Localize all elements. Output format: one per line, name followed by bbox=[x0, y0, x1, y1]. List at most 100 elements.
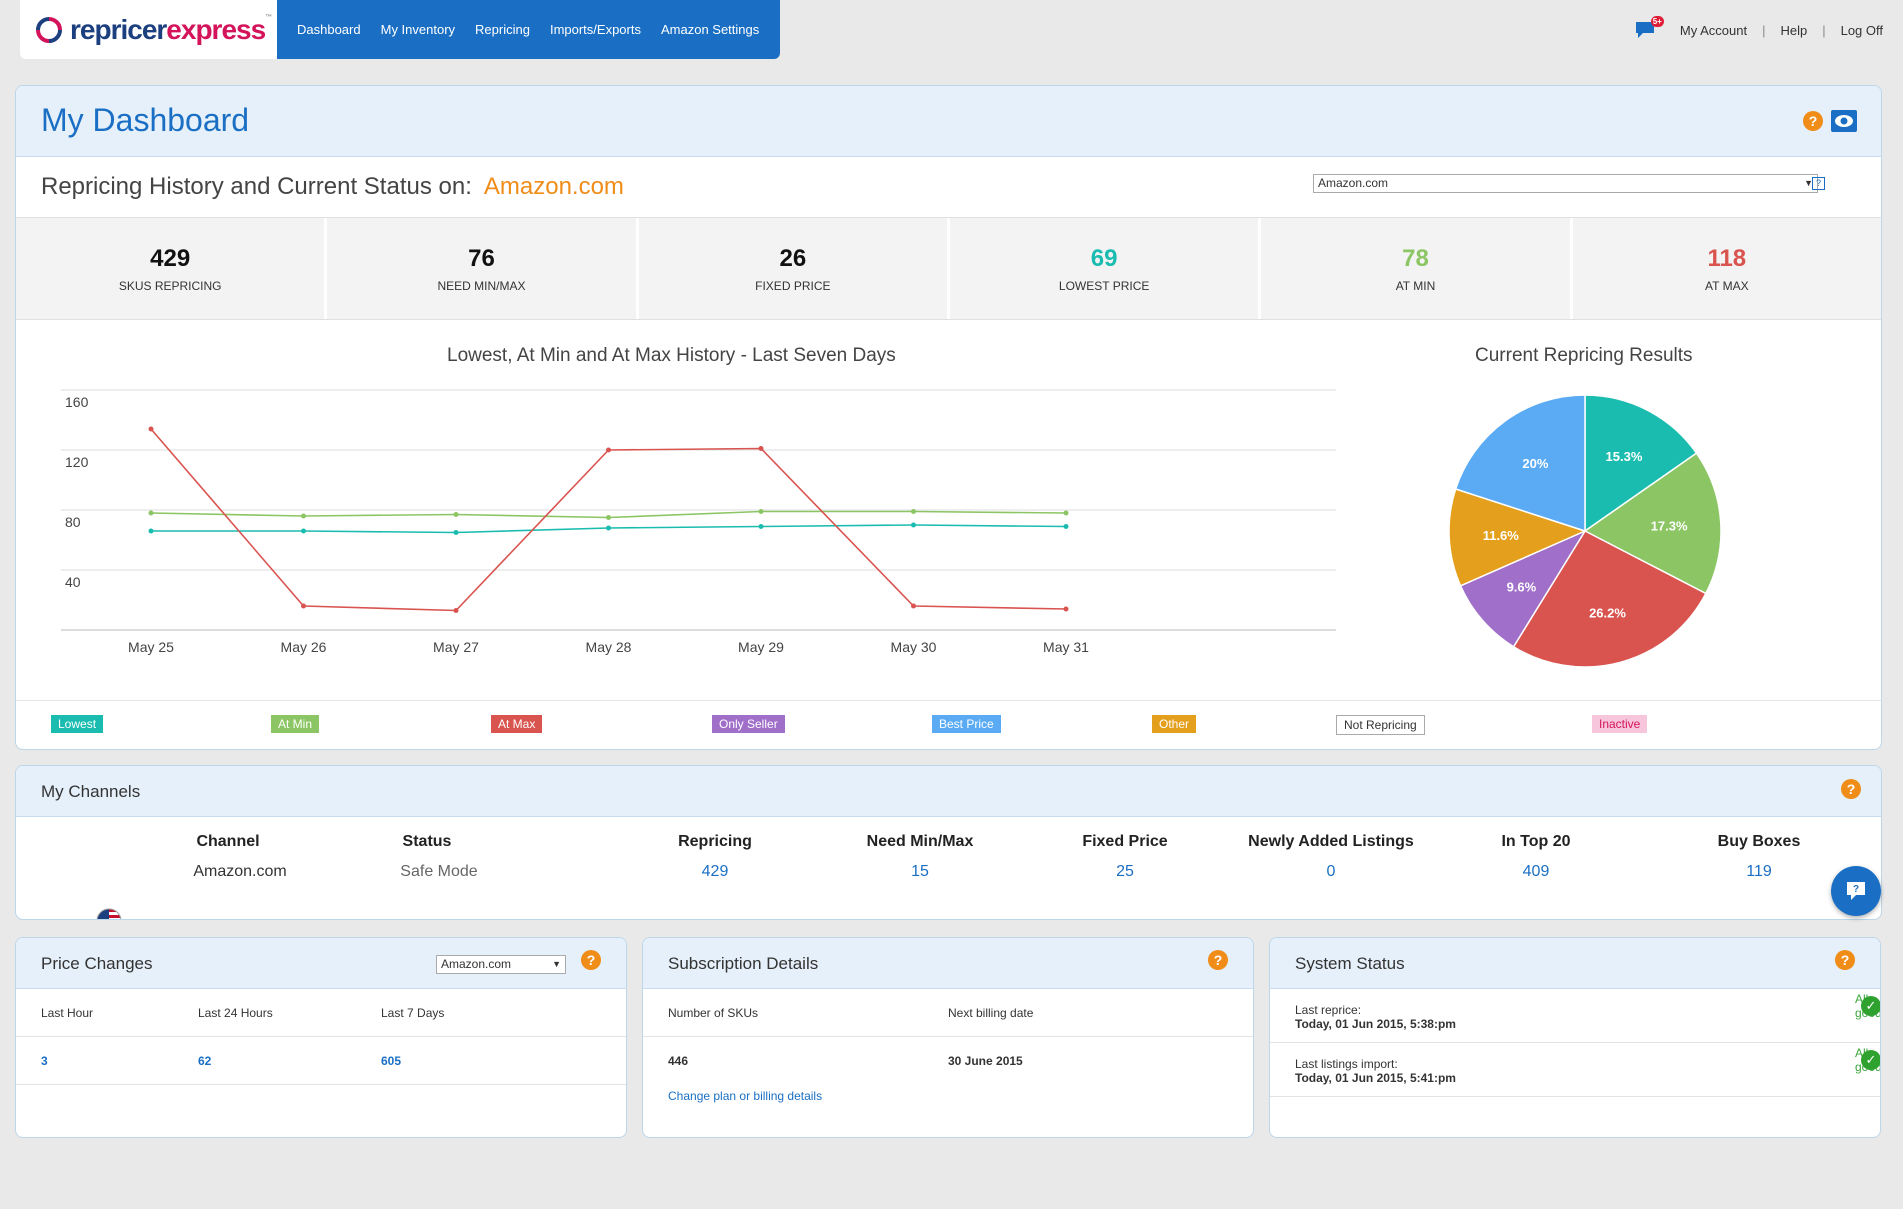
col-in-top-20: In Top 20 bbox=[1501, 833, 1571, 850]
y-tick-label: 40 bbox=[65, 574, 81, 590]
data-point[interactable] bbox=[301, 528, 306, 534]
help-icon[interactable]: ? bbox=[1803, 111, 1823, 131]
cell-need-min-max[interactable]: 15 bbox=[911, 863, 929, 880]
pie-slice[interactable] bbox=[1448, 488, 1588, 587]
system-status-panel: System Status ? Last reprice: Today, 01 … bbox=[1269, 937, 1881, 1138]
status-row-import: Last listings import: Today, 01 Jun 2015… bbox=[1270, 1043, 1880, 1097]
chevron-down-icon: ▼ bbox=[1804, 178, 1813, 188]
logo[interactable]: repricerexpress™ bbox=[20, 0, 277, 59]
col-next-billing-date: Next billing date bbox=[948, 1006, 1034, 1020]
stat-label: LOWEST PRICE bbox=[1058, 279, 1150, 293]
legend-lowest: Lowest bbox=[51, 715, 104, 733]
help-icon[interactable]: ? bbox=[581, 950, 601, 970]
my-account-link[interactable]: My Account bbox=[1679, 22, 1748, 38]
data-point[interactable] bbox=[606, 447, 611, 453]
pie-slice[interactable] bbox=[1459, 529, 1587, 648]
logoff-link[interactable]: Log Off bbox=[1840, 22, 1883, 38]
value-number-of-skus: 446 bbox=[668, 1054, 689, 1068]
data-point[interactable] bbox=[758, 509, 764, 514]
col-need-min-max: Need Min/Max bbox=[866, 833, 974, 850]
help-link[interactable]: Help bbox=[1780, 22, 1808, 38]
stat-need-min-max[interactable]: 76 NEED MIN/MAX bbox=[327, 218, 639, 319]
cell-buy-boxes[interactable]: 119 bbox=[1746, 863, 1772, 880]
data-point[interactable] bbox=[148, 426, 154, 432]
data-point[interactable] bbox=[911, 603, 916, 609]
chevron-down-icon: ▼ bbox=[552, 959, 561, 969]
stat-lowest-price[interactable]: 69 LOWEST PRICE bbox=[950, 218, 1262, 319]
logo-text: repricerexpress™ bbox=[70, 13, 272, 45]
cell-newly-added[interactable]: 0 bbox=[1326, 863, 1336, 880]
data-point[interactable] bbox=[148, 510, 154, 516]
data-point[interactable] bbox=[606, 515, 611, 520]
pie-slice[interactable] bbox=[1512, 530, 1707, 668]
data-point[interactable] bbox=[148, 528, 154, 534]
stat-label: FIXED PRICE bbox=[755, 279, 831, 293]
stat-skus-repricing[interactable]: 429 SKUS REPRICING bbox=[16, 218, 328, 319]
stat-label: AT MAX bbox=[1705, 279, 1749, 293]
notifications-icon[interactable]: 5+ bbox=[1634, 16, 1664, 40]
subscription-value-row: 446 30 June 2015 bbox=[643, 1037, 1253, 1085]
data-point[interactable] bbox=[301, 513, 306, 519]
price-changes-title: Price Changes bbox=[41, 954, 153, 973]
help-icon[interactable]: ? bbox=[1835, 950, 1855, 970]
pie-slice-label: 11.6% bbox=[1483, 528, 1520, 543]
nav-dashboard[interactable]: Dashboard bbox=[297, 22, 361, 37]
nav-imports-exports[interactable]: Imports/Exports bbox=[549, 22, 641, 37]
legend-at-max: At Max bbox=[491, 715, 543, 733]
data-point[interactable] bbox=[453, 608, 459, 613]
data-point[interactable] bbox=[1063, 524, 1069, 529]
system-status-title: System Status bbox=[1295, 954, 1405, 973]
nav-amazon-settings[interactable]: Amazon Settings bbox=[660, 22, 760, 37]
x-tick-label: May 29 bbox=[738, 639, 784, 655]
pie-slice[interactable] bbox=[1584, 394, 1698, 533]
x-tick-label: May 25 bbox=[128, 639, 174, 655]
market-help-icon[interactable]: ? bbox=[1812, 177, 1825, 190]
legend-not-repricing: Not Repricing bbox=[1336, 715, 1425, 735]
cell-repricing[interactable]: 429 bbox=[701, 863, 729, 880]
col-number-of-skus: Number of SKUs bbox=[668, 1006, 759, 1020]
value-last-7-days[interactable]: 605 bbox=[381, 1054, 402, 1068]
data-point[interactable] bbox=[301, 603, 306, 609]
dashboard-panel: My Dashboard ? Repricing History and Cur… bbox=[15, 85, 1882, 750]
data-point[interactable] bbox=[911, 509, 916, 514]
price-changes-market-select[interactable]: Amazon.com ▼ bbox=[436, 955, 566, 974]
market-select[interactable]: Amazon.com ▼ bbox=[1313, 174, 1818, 193]
nav-my-inventory[interactable]: My Inventory bbox=[380, 22, 456, 37]
col-repricing: Repricing bbox=[678, 833, 752, 850]
eye-icon[interactable] bbox=[1831, 110, 1857, 132]
line-chart-title: Lowest, At Min and At Max History - Last… bbox=[447, 345, 896, 366]
stat-value: 76 bbox=[468, 245, 495, 272]
data-point[interactable] bbox=[453, 512, 459, 517]
cell-fixed-price[interactable]: 25 bbox=[1116, 863, 1134, 880]
price-changes-header-row: Last Hour Last 24 Hours Last 7 Days bbox=[16, 989, 626, 1037]
stat-at-min[interactable]: 78 AT MIN bbox=[1261, 218, 1573, 319]
data-point[interactable] bbox=[758, 446, 764, 451]
help-icon[interactable]: ? bbox=[1841, 779, 1861, 799]
pie-slice[interactable] bbox=[1454, 394, 1586, 533]
nav-repricing[interactable]: Repricing bbox=[475, 22, 530, 37]
data-point[interactable] bbox=[453, 530, 459, 535]
help-icon[interactable]: ? bbox=[1208, 950, 1228, 970]
value-last-hour[interactable]: 3 bbox=[41, 1054, 48, 1068]
us-flag-icon bbox=[96, 908, 122, 919]
status-heading: Repricing History and Current Status on:… bbox=[41, 173, 624, 200]
data-point[interactable] bbox=[1063, 510, 1069, 516]
cell-in-top-20[interactable]: 409 bbox=[1522, 863, 1550, 880]
y-tick-label: 120 bbox=[65, 454, 89, 470]
data-point[interactable] bbox=[1063, 606, 1069, 612]
separator: | bbox=[1822, 22, 1826, 38]
stat-at-max[interactable]: 118 AT MAX bbox=[1573, 218, 1881, 319]
logo-arrows-icon bbox=[36, 16, 62, 43]
stat-value: 26 bbox=[779, 245, 807, 272]
change-plan-link[interactable]: Change plan or billing details bbox=[668, 1089, 823, 1103]
chat-help-button[interactable]: ? bbox=[1831, 866, 1881, 916]
value-last-24-hours[interactable]: 62 bbox=[198, 1054, 212, 1068]
stat-fixed-price[interactable]: 26 FIXED PRICE bbox=[639, 218, 950, 319]
pie-slice[interactable] bbox=[1583, 452, 1722, 595]
pie-slice-label: 26.2% bbox=[1589, 605, 1626, 620]
stat-label: SKUS REPRICING bbox=[118, 279, 222, 293]
data-point[interactable] bbox=[606, 525, 611, 531]
separator: | bbox=[1762, 22, 1766, 38]
data-point[interactable] bbox=[911, 522, 916, 528]
data-point[interactable] bbox=[758, 524, 764, 529]
